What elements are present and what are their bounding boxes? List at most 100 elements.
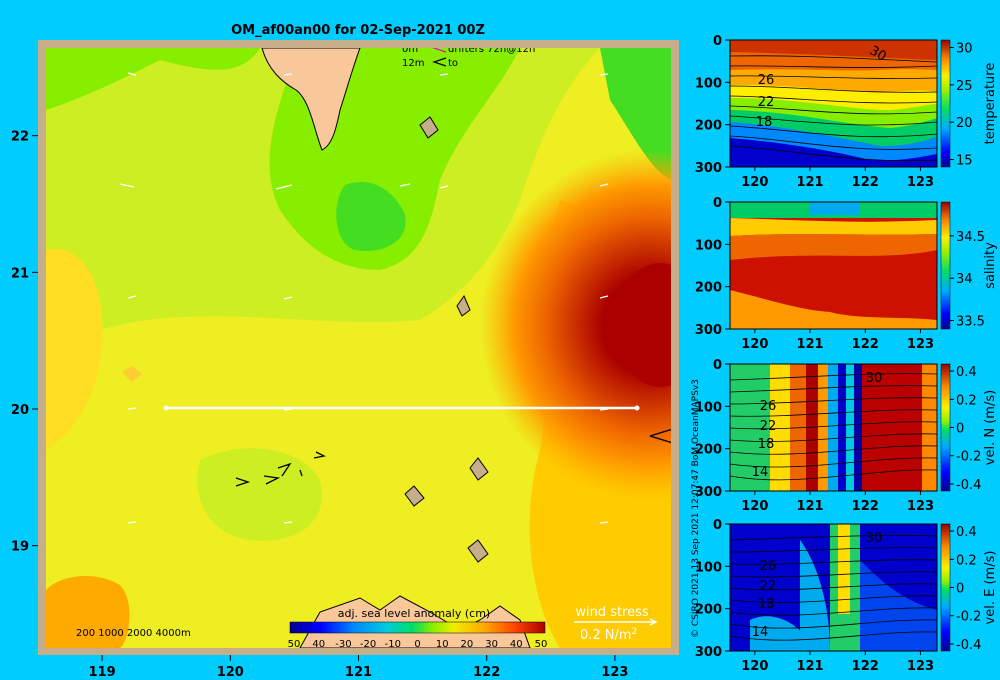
colorbar-tick-label: 0.2 [956,553,977,568]
section-y-tick-label: 200 [695,603,722,618]
section-y-tick-label: 300 [695,645,722,660]
sla-green-ne [600,48,671,180]
colorbar-tick-label: 34.5 [956,230,985,245]
contour-label: 18 [758,597,775,612]
colorbar-tick-label: 34 [956,272,973,287]
legend-0m: 0m [402,44,418,55]
colorbar-tick-label: 0.2 [956,393,977,408]
section-x-tick-label: 120 [741,337,768,352]
temperature-plot-frame [729,39,938,168]
map-colorbar-ticks: 50 40 -30 -20 -10 0 10 20 30 40 50 [288,639,548,650]
section-y-tick-label: 300 [695,161,722,176]
map-colorbar [289,621,546,634]
map-title: OM_af00an00 for 02-Sep-2021 00Z [231,23,485,38]
vel-n-field [730,364,937,491]
legend-drifter-icon-0m [432,48,447,53]
contour-label: 26 [760,399,777,414]
map-colorbar-tick-label: 40 [312,639,325,650]
drifter-tracks [235,428,671,487]
island-5 [467,539,489,563]
vel-e-field [730,524,937,651]
colorbar-tick-label: 0 [956,422,964,437]
section-x-tick-label: 123 [907,337,934,352]
sla-green-nw [46,48,260,110]
colorbar-tick-label: -0.4 [956,478,981,493]
contour-label: 26 [760,559,777,574]
map-y-tick-label: 22 [11,130,29,145]
section-x-tick-label: 120 [741,659,768,674]
section-y-tick-label: 200 [695,119,722,134]
map-colorbar-tick-label: 50 [535,639,548,650]
contour-label: 22 [760,419,777,434]
contour-label: 26 [758,73,775,88]
map-colorbar-tick-label: 0 [414,639,420,650]
section-y-tick-label: 100 [695,238,722,253]
sla-orange-sw [46,575,130,648]
section-x-tick-label: 121 [796,659,823,674]
colorbar-tick-label: 25 [956,79,973,94]
colorbar-tick-label: 33.5 [956,315,985,330]
map-y-ticks: 22 21 20 19 [11,130,38,555]
map-colorbar-tick-label: 30 [485,639,498,650]
colorbar-tick-label: 30 [956,41,973,56]
section-y-tick-label: 200 [695,443,722,458]
map-x-ticks: 119 120 121 122 123 [89,655,628,680]
legend-drifter-icon-12m [432,57,447,67]
land-taiwan-south [261,48,361,151]
colorbar-tick-label: -0.2 [956,610,981,625]
map-colorbar-tick-label: 20 [461,639,474,650]
legend-drifters: drifters 72h@12h [448,44,535,55]
shoal-west [122,366,142,382]
sla-green-south [197,448,322,541]
map-y-tick-label: 21 [11,266,29,281]
section-x-tick-label: 122 [852,337,879,352]
wind-stress-arrows [119,72,609,524]
vel-e-panel [729,523,951,652]
island-2 [456,294,471,317]
section-y-tick-label: 200 [695,281,722,296]
section-y-tick-label: 300 [695,323,722,338]
sla-green-dark [336,181,406,251]
vel-n-colorbar [940,363,951,492]
section-x-tick-label: 122 [852,175,879,190]
temperature-panel [729,39,951,168]
vel-n-plot-frame [729,363,938,492]
section-x-tick-label: 121 [796,337,823,352]
section-x-tick-label: 123 [907,499,934,514]
temperature-field [730,40,937,167]
colorbar-tick-label: 0.4 [956,365,977,380]
island-1 [419,116,439,139]
contour-label: 18 [758,437,775,452]
map-y-tick-label: 19 [11,540,29,555]
contour-label: 30 [866,371,883,386]
contour-label: 30 [866,531,883,546]
section-x-tick-label: 122 [852,659,879,674]
salinity-panel [729,201,951,330]
section-x-tick-label: 123 [907,175,934,190]
contour-label: 30 [867,43,889,64]
contour-label: 18 [756,115,773,130]
salinity-field [730,202,937,329]
map-colorbar-tick-label: 50 [288,639,301,650]
section-y-tick-label: 0 [713,34,722,49]
section-panel-title: salinity [983,242,998,289]
section-panel-title: temperature [983,63,998,145]
wind-stress-value: 0.2 N/m2 [580,627,637,643]
section-end-dot [634,405,640,411]
map-x-tick-label: 120 [217,665,244,680]
map-colorbar-tick-label: -30 [335,639,351,650]
salinity-colorbar [940,201,951,330]
vel-n-panel [729,363,951,492]
sla-yellow-west [46,248,103,450]
contour-label: 22 [760,579,777,594]
section-y-tick-label: 100 [695,400,722,415]
section-y-tick-label: 0 [713,196,722,211]
sla-eddy-core [615,263,671,387]
map-y-tick-label: 20 [11,403,29,418]
section-x-tick-label: 121 [796,499,823,514]
map-x-tick-label: 122 [473,665,500,680]
section-y-tick-label: 0 [713,358,722,373]
section-start-dot [163,405,169,411]
